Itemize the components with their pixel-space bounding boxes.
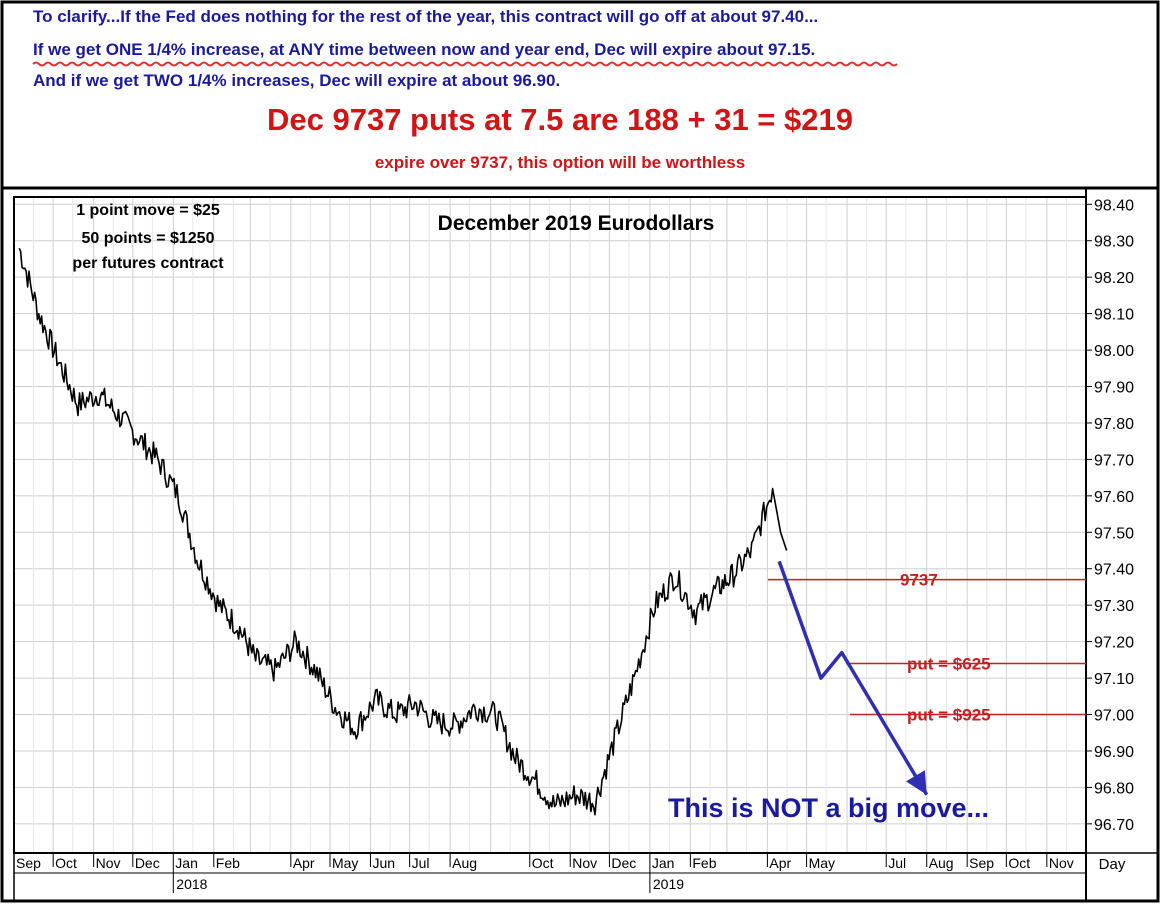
y-tick-label-15: 96.90 — [1094, 744, 1134, 761]
level-label-2: put = $925 — [907, 706, 991, 725]
y-tick-label-14: 97.00 — [1094, 708, 1134, 725]
x-tick-label-20: Sep — [969, 855, 994, 871]
x-tick-label-1: Oct — [55, 855, 77, 871]
x-tick-label-22: Nov — [1049, 855, 1074, 871]
y-tick-label-13: 97.10 — [1094, 671, 1134, 688]
y-tick-label-5: 97.90 — [1094, 380, 1134, 397]
y-tick-label-0: 98.40 — [1094, 197, 1134, 214]
header-line-3: And if we get TWO 1/4% increases, Dec wi… — [33, 71, 561, 90]
x-tick-label-0: Sep — [16, 855, 41, 871]
x-tick-label-2: Nov — [96, 855, 121, 871]
x-tick-label-7: May — [332, 855, 358, 871]
x-tick-label-10: Aug — [452, 855, 477, 871]
x-tick-label-21: Oct — [1008, 855, 1030, 871]
level-label-0: 9737 — [900, 571, 938, 590]
x-tick-label-13: Dec — [611, 855, 636, 871]
x-tick-label-8: Jun — [372, 855, 395, 871]
y-tick-label-8: 97.60 — [1094, 489, 1134, 506]
y-tick-label-7: 97.70 — [1094, 452, 1134, 469]
x-tick-label-15: Feb — [692, 855, 716, 871]
header-line-2: If we get ONE 1/4% increase, at ANY time… — [33, 40, 816, 59]
subline: expire over 9737, this option will be wo… — [374, 153, 746, 172]
plot-border — [13, 196, 1087, 854]
level-label-1: put = $625 — [907, 654, 991, 673]
x-tick-label-14: Jan — [652, 855, 675, 871]
y-tick-label-4: 98.00 — [1094, 343, 1134, 360]
outer-border — [0, 186, 1160, 903]
projection-arrowhead — [906, 770, 927, 795]
y-tick-label-2: 98.20 — [1094, 270, 1134, 287]
x-tick-label-12: Nov — [572, 855, 597, 871]
x-tick-label-11: Oct — [532, 855, 554, 871]
y-tick-label-6: 97.80 — [1094, 416, 1134, 433]
y-tick-label-11: 97.30 — [1094, 598, 1134, 615]
y-tick-label-16: 96.80 — [1094, 780, 1134, 797]
x-tick-label-18: Jul — [888, 855, 906, 871]
x-tick-label-3: Dec — [135, 855, 160, 871]
x-tick-label-16: Apr — [769, 855, 791, 871]
y-tick-label-12: 97.20 — [1094, 635, 1134, 652]
y-tick-label-9: 97.50 — [1094, 525, 1134, 542]
squiggle-underline — [32, 61, 898, 67]
header-border — [0, 0, 1160, 190]
callout-text: This is NOT a big move... — [668, 793, 989, 823]
period-label: Day — [1099, 856, 1126, 873]
year-label-1: 2019 — [653, 876, 684, 892]
y-tick-label-17: 96.70 — [1094, 817, 1134, 834]
headline: Dec 9737 puts at 7.5 are 188 + 31 = $219 — [267, 102, 853, 137]
price-series-line — [18, 247, 788, 816]
x-tick-label-17: May — [809, 855, 835, 871]
x-tick-label-5: Feb — [216, 855, 240, 871]
chart-title: December 2019 Eurodollars — [438, 212, 715, 235]
x-tick-label-19: Aug — [929, 855, 954, 871]
x-tick-label-9: Jul — [412, 855, 430, 871]
note-line-1: 1 point move = $25 — [76, 202, 220, 219]
x-tick-label-4: Jan — [175, 855, 198, 871]
projection-arrow-line — [777, 560, 929, 796]
y-tick-label-3: 98.10 — [1094, 307, 1134, 324]
note-line-3: per futures contract — [72, 255, 224, 272]
y-tick-label-10: 97.40 — [1094, 562, 1134, 579]
x-tick-label-6: Apr — [293, 855, 315, 871]
y-tick-label-1: 98.30 — [1094, 234, 1134, 251]
header-line-1: To clarify...If the Fed does nothing for… — [33, 7, 819, 26]
note-line-2: 50 points = $1250 — [82, 230, 215, 247]
year-label-0: 2018 — [176, 876, 207, 892]
